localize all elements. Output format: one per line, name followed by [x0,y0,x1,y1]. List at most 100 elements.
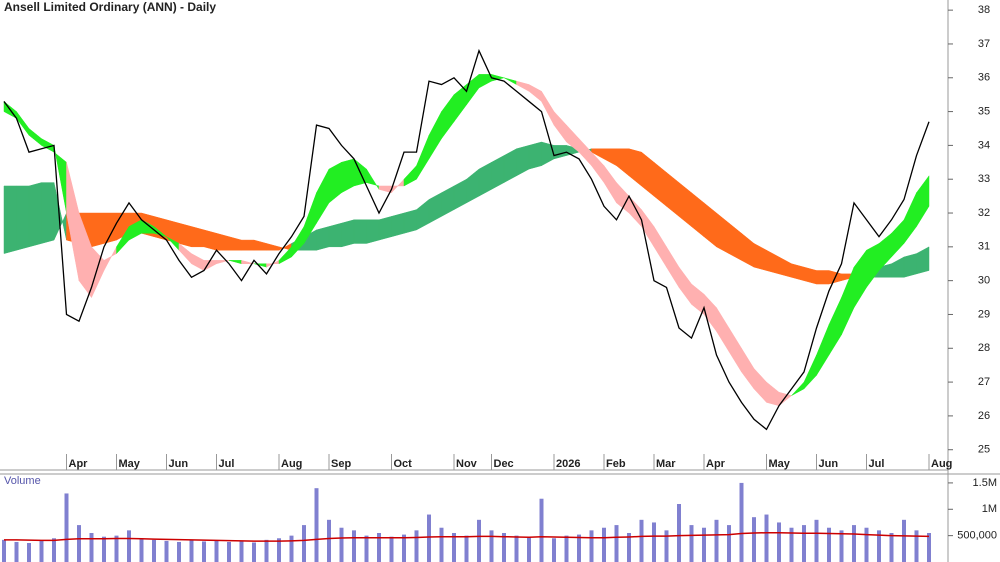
volume-bar [827,527,831,562]
ma-band [3,185,17,254]
x-tick-label: Jun [169,458,189,470]
ma-band [528,141,542,170]
volume-bar [339,527,344,562]
volume-bar [252,542,256,562]
ma-band [391,212,405,238]
volume-bar [464,535,469,562]
volume-bar [864,527,869,562]
x-tick-label: Feb [606,458,626,470]
volume-bar [327,519,331,562]
volume-bar [214,540,219,562]
y-tick-label: 1M [982,503,997,515]
volume-bar [652,522,656,562]
volume-bar [202,541,206,562]
panel-title: Volume [4,475,41,487]
y-tick-label: 35 [978,105,990,117]
volume-bar [414,530,419,562]
ma-band [378,216,392,241]
volume-bar [589,530,594,562]
x-tick-label: May [119,458,141,470]
volume-bar [264,539,269,562]
volume-bar [27,543,31,562]
ma-band [353,219,367,244]
volume-bar [152,539,156,562]
x-tick-label: Aug [281,458,302,470]
x-tick-label: Mar [656,458,676,470]
volume-bar [602,527,606,562]
volume-bar [727,525,731,562]
volume-bar [364,535,369,562]
volume-bar [289,535,294,562]
volume-bar [614,525,619,562]
volume-bar [689,525,694,562]
ma-band [916,246,930,275]
y-tick-label: 36 [978,72,990,84]
y-tick-label: 33 [978,173,990,185]
ma-band [178,222,192,248]
ma-band [241,260,255,264]
ma-band [316,226,330,251]
ma-band [366,219,380,244]
ma-band [403,209,417,234]
volume-bar [839,530,844,562]
ma-band [16,185,30,251]
volume-bar [802,525,806,562]
volume-bar [277,538,281,562]
volume-bar [377,533,381,562]
y-tick-label: 27 [978,376,990,388]
x-tick-label: Sep [331,458,351,470]
volume-bar [552,538,556,562]
volume-bar [302,525,306,562]
y-tick-label: 38 [978,4,990,16]
volume-bar [227,541,231,562]
volume-bar [739,482,744,562]
volume-bar [177,541,181,562]
volume-bar [789,527,794,562]
volume-bar [889,533,894,562]
volume-bar [564,535,569,562]
volume-bar [189,539,194,562]
ma-band [41,182,55,244]
y-tick-label: 34 [978,139,990,151]
volume-bar [902,519,906,562]
volume-bar [502,533,506,562]
ma-band [816,270,830,285]
volume-bar [814,519,819,562]
x-tick-label: May [769,458,791,470]
volume-bar [677,504,681,562]
volume-bar [777,522,781,562]
volume-bar [852,525,856,562]
volume-bar [89,533,94,562]
volume-bar [577,534,581,562]
volume-bar [489,530,494,562]
volume-bar [702,527,706,562]
volume-bar [164,540,169,562]
y-tick-label: 31 [978,241,990,253]
volume-bar [452,533,456,562]
ma-band [241,239,255,251]
volume-bar [52,538,56,562]
volume-bar [427,514,431,562]
chart-title: Ansell Limited Ordinary (ANN) - Daily [4,0,216,14]
volume-bar [764,514,769,562]
volume-bar [389,536,394,562]
x-tick-label: Dec [494,458,514,470]
y-tick-label: 28 [978,342,990,354]
y-tick-label: 26 [978,410,990,422]
volume-bar [664,530,669,562]
volume-bar [102,536,106,562]
y-tick-label: 32 [978,207,990,219]
volume-bar [14,541,19,562]
ma-band [28,182,42,248]
volume-bar [77,525,81,562]
volume-bar [714,519,719,562]
volume-bar [877,530,881,562]
volume-bar [639,519,644,562]
volume-bar [64,493,69,562]
ma-band [103,212,117,244]
x-tick-label: Apr [69,458,89,470]
volume-bar [527,536,531,562]
y-tick-label: 30 [978,275,990,287]
ma-band [91,212,105,248]
